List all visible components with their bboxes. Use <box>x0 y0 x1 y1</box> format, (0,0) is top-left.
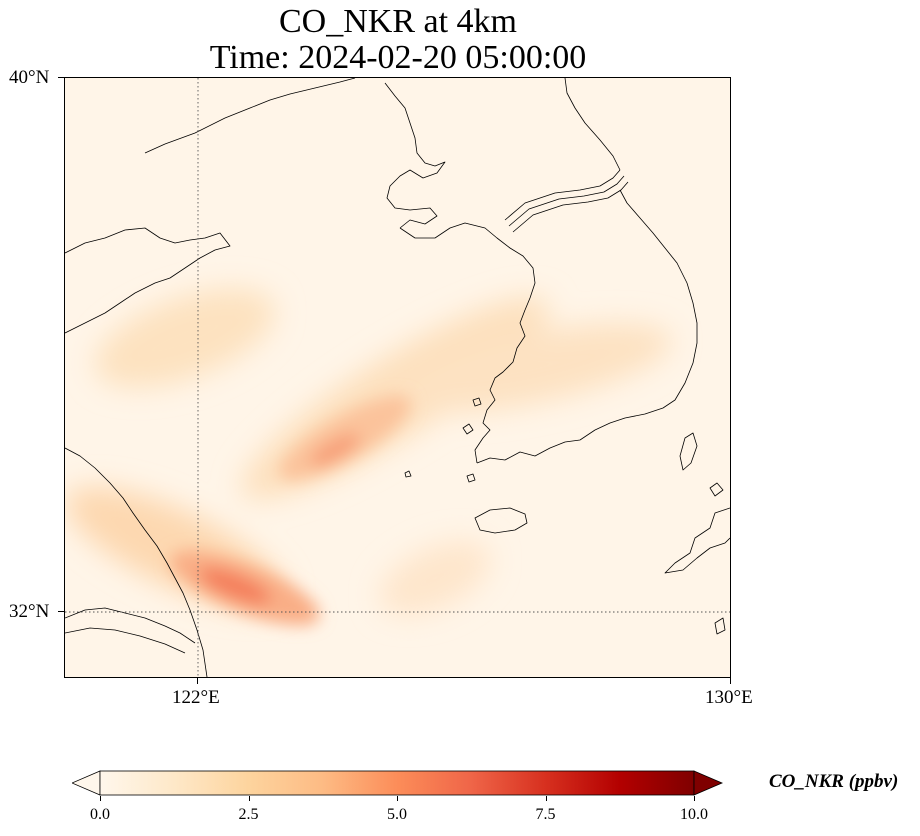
colorbar-tick-mark <box>694 796 695 801</box>
coast-nk-east <box>564 78 621 171</box>
plume-korea-west <box>397 323 673 413</box>
coast-korea-bay <box>399 222 536 311</box>
plume-yellow-sea-core <box>310 433 360 467</box>
lon-tick-label-130: 130°E <box>705 687 753 708</box>
island-5 <box>714 617 726 635</box>
colorbar-tick-label: 7.5 <box>535 806 556 823</box>
colorbar-tick-mark <box>100 796 101 801</box>
colorbar-tick-mark <box>545 796 547 801</box>
nk-border-1 <box>504 169 621 221</box>
lon-tick-mark-122 <box>197 678 198 684</box>
colorbar-gradient <box>99 770 695 796</box>
island-4 <box>404 470 412 478</box>
colorbar-tick-label: 5.0 <box>387 806 407 823</box>
island-1 <box>472 397 482 407</box>
jeju-island <box>474 507 528 534</box>
coast-kyushu <box>664 507 730 574</box>
coast-shandong <box>65 227 231 334</box>
map-title: CO_NKR at 4km <box>279 3 517 40</box>
lat-tick-mark-40 <box>58 77 64 78</box>
coast-korea-west <box>474 309 526 464</box>
plume-shandong <box>94 288 276 388</box>
coast-liaodong <box>384 82 446 229</box>
nk-border-2 <box>508 175 625 227</box>
map-canvas <box>65 78 730 677</box>
coast-bohai-north <box>144 78 356 154</box>
colorbar-extend-high <box>693 770 724 796</box>
yangtze-north-bank <box>65 607 196 644</box>
island-2 <box>462 423 474 435</box>
map-panel <box>64 77 731 678</box>
goto-island <box>709 482 724 497</box>
coast-jiangsu <box>65 447 208 677</box>
lat-tick-mark-32 <box>58 611 64 612</box>
map-subtitle-time: Time: 2024-02-20 05:00:00 <box>209 39 587 76</box>
plume-east-sea <box>379 540 491 616</box>
lat-tick-label-40: 40°N <box>9 67 50 88</box>
colorbar <box>70 770 724 796</box>
gridlines <box>65 78 730 677</box>
colorbar-tick-mark <box>397 796 398 801</box>
colorbar-tick-label: 0.0 <box>90 806 110 823</box>
colorbar-tick-label: 2.5 <box>238 806 259 823</box>
colorbar-label: CO_NKR (ppbv) <box>769 771 899 792</box>
lon-tick-label-122: 122°E <box>172 687 220 708</box>
colorbar-tick-mark <box>248 796 250 801</box>
lon-tick-mark-130 <box>730 678 731 684</box>
nk-border-3 <box>512 181 629 233</box>
colorbar-tick-label: 10.0 <box>680 806 708 823</box>
concentration-field <box>65 288 673 626</box>
yangtze-south-bank <box>65 627 186 654</box>
coast-korea-south-east <box>476 189 698 464</box>
island-3 <box>466 473 476 483</box>
plume-shanghai-core <box>199 567 271 605</box>
colorbar-extend-low <box>70 770 101 796</box>
tsushima-island <box>679 432 698 471</box>
coastlines <box>65 78 730 677</box>
lat-tick-label-32: 32°N <box>9 601 50 622</box>
colorbar-graphic <box>70 770 724 796</box>
